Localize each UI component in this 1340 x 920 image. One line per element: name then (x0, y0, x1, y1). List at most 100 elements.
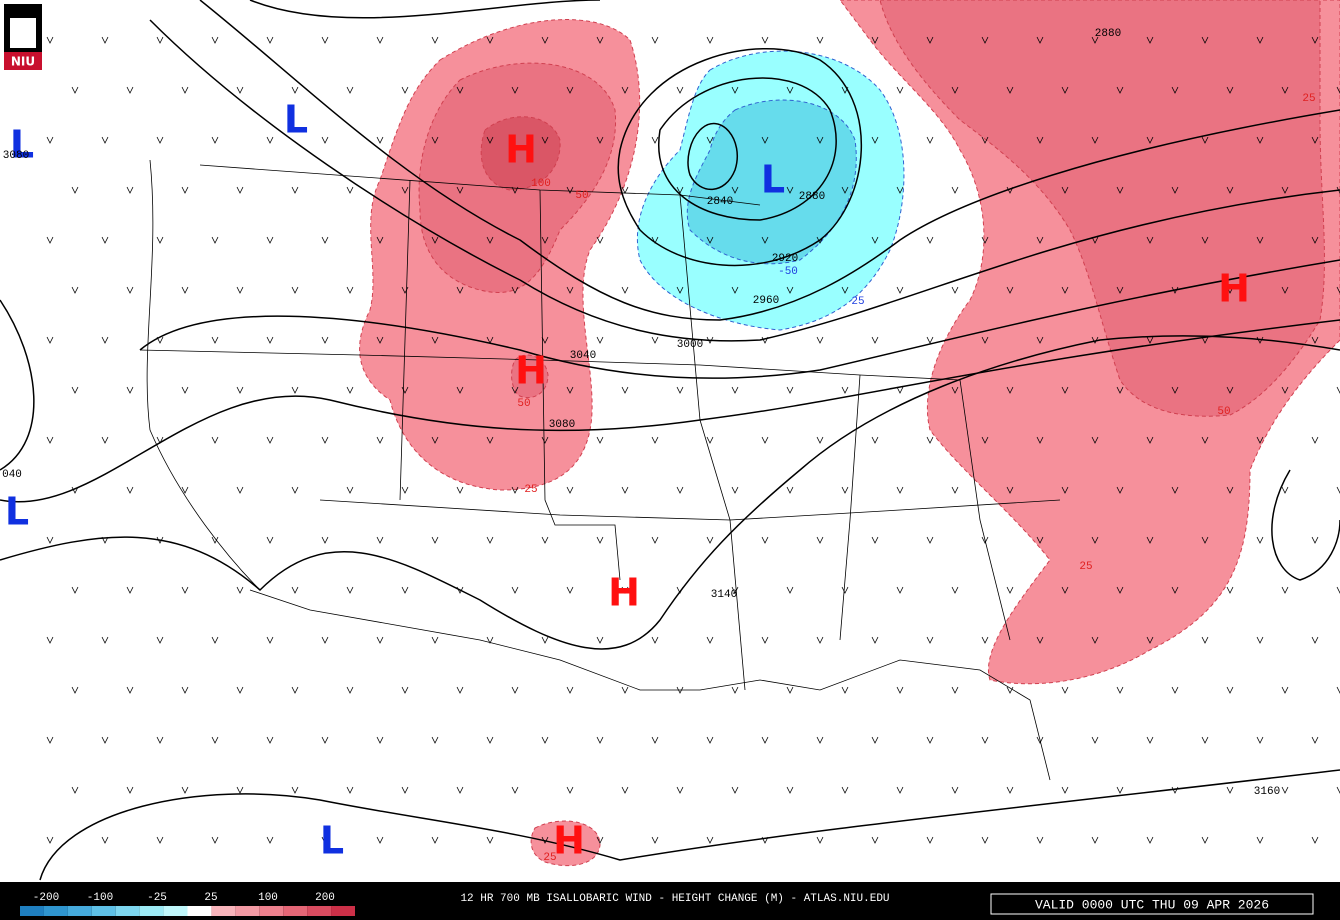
wind-barb (841, 186, 849, 194)
wind-barb (566, 486, 574, 494)
wind-barb (1091, 636, 1099, 644)
wind-barb (211, 436, 219, 444)
wind-barb (1281, 786, 1289, 794)
height-change-label: 25 (1079, 561, 1092, 573)
wind-barb (731, 386, 739, 394)
colorbar: -200 -100 -25 25 100 200 (20, 892, 355, 916)
wind-barb (1336, 286, 1340, 294)
wind-barb (1201, 736, 1209, 744)
wind-barb (101, 236, 109, 244)
wind-barb (786, 486, 794, 494)
wind-barb (431, 636, 439, 644)
wind-barb (456, 586, 464, 594)
wind-barb (211, 536, 219, 544)
wind-barb (761, 436, 769, 444)
wind-barb (126, 386, 134, 394)
wind-barb (541, 536, 549, 544)
wind-barb (46, 536, 54, 544)
wind-barb (1281, 386, 1289, 394)
wind-barb (706, 736, 714, 744)
wind-barb (1006, 486, 1014, 494)
wind-barb (786, 86, 794, 94)
wind-barb (346, 686, 354, 694)
wind-barb (676, 586, 684, 594)
wind-barb (841, 386, 849, 394)
wind-barb (321, 436, 329, 444)
wind-barb (1226, 286, 1234, 294)
wind-barb (1256, 636, 1264, 644)
wind-barb (71, 786, 79, 794)
wind-barb (596, 436, 604, 444)
wind-barbs (46, 36, 1340, 844)
wind-barb (541, 836, 549, 844)
wind-barb (1256, 136, 1264, 144)
wind-barb (1061, 86, 1069, 94)
wind-barb (266, 736, 274, 744)
wind-barb (651, 136, 659, 144)
contour-label: 2960 (753, 295, 779, 307)
wind-barb (1256, 736, 1264, 744)
colorbar-swatch (259, 906, 284, 916)
wind-barb (1116, 386, 1124, 394)
wind-barb (566, 186, 574, 194)
wind-barb (1256, 36, 1264, 44)
colorbar-swatch (67, 906, 92, 916)
wind-barb (541, 336, 549, 344)
wind-barb (431, 36, 439, 44)
wind-barb (266, 36, 274, 44)
wind-barb (816, 536, 824, 544)
wind-barb (486, 36, 494, 44)
wind-barb (156, 636, 164, 644)
wind-barb (1091, 36, 1099, 44)
wind-barb (321, 536, 329, 544)
wind-barb (676, 386, 684, 394)
wind-barb (761, 836, 769, 844)
wind-barb (511, 686, 519, 694)
colorbar-swatch (163, 906, 188, 916)
wind-barb (321, 736, 329, 744)
wind-barb (1311, 736, 1319, 744)
wind-barb (981, 36, 989, 44)
wind-barb (706, 136, 714, 144)
wind-barb (651, 536, 659, 544)
wind-barb (1146, 136, 1154, 144)
colorbar-label: -200 (33, 892, 59, 904)
colorbar-swatch (43, 906, 68, 916)
state-borders (139, 159, 1061, 781)
colorbar-swatch (115, 906, 140, 916)
wind-barb (291, 786, 299, 794)
wind-barb (1146, 336, 1154, 344)
wind-barb (541, 636, 549, 644)
wind-barb (541, 736, 549, 744)
wind-barb (706, 36, 714, 44)
wind-barb (1061, 786, 1069, 794)
wind-barb (841, 86, 849, 94)
wind-barb (236, 186, 244, 194)
wind-barb (706, 336, 714, 344)
wind-barb (1036, 736, 1044, 744)
wind-barb (511, 586, 519, 594)
wind-barb (266, 236, 274, 244)
wind-barb (896, 286, 904, 294)
wind-barb (871, 436, 879, 444)
wind-barb (1006, 386, 1014, 394)
wind-barb (596, 736, 604, 744)
contour-label: 3040 (570, 350, 596, 362)
wind-barb (871, 736, 879, 744)
wind-barb (1226, 786, 1234, 794)
wind-barb (981, 236, 989, 244)
wind-barb (1171, 686, 1179, 694)
height-change-label: 25 (1302, 93, 1315, 105)
wind-barb (376, 736, 384, 744)
wind-barb (786, 586, 794, 594)
wind-barb (1116, 286, 1124, 294)
wind-barb (731, 86, 739, 94)
wind-barb (1061, 286, 1069, 294)
wind-barb (486, 436, 494, 444)
wind-barb (346, 786, 354, 794)
contour-label: 3080 (549, 419, 575, 431)
wind-barb (981, 136, 989, 144)
wind-barb (376, 136, 384, 144)
wind-barb (156, 436, 164, 444)
wind-barb (266, 836, 274, 844)
